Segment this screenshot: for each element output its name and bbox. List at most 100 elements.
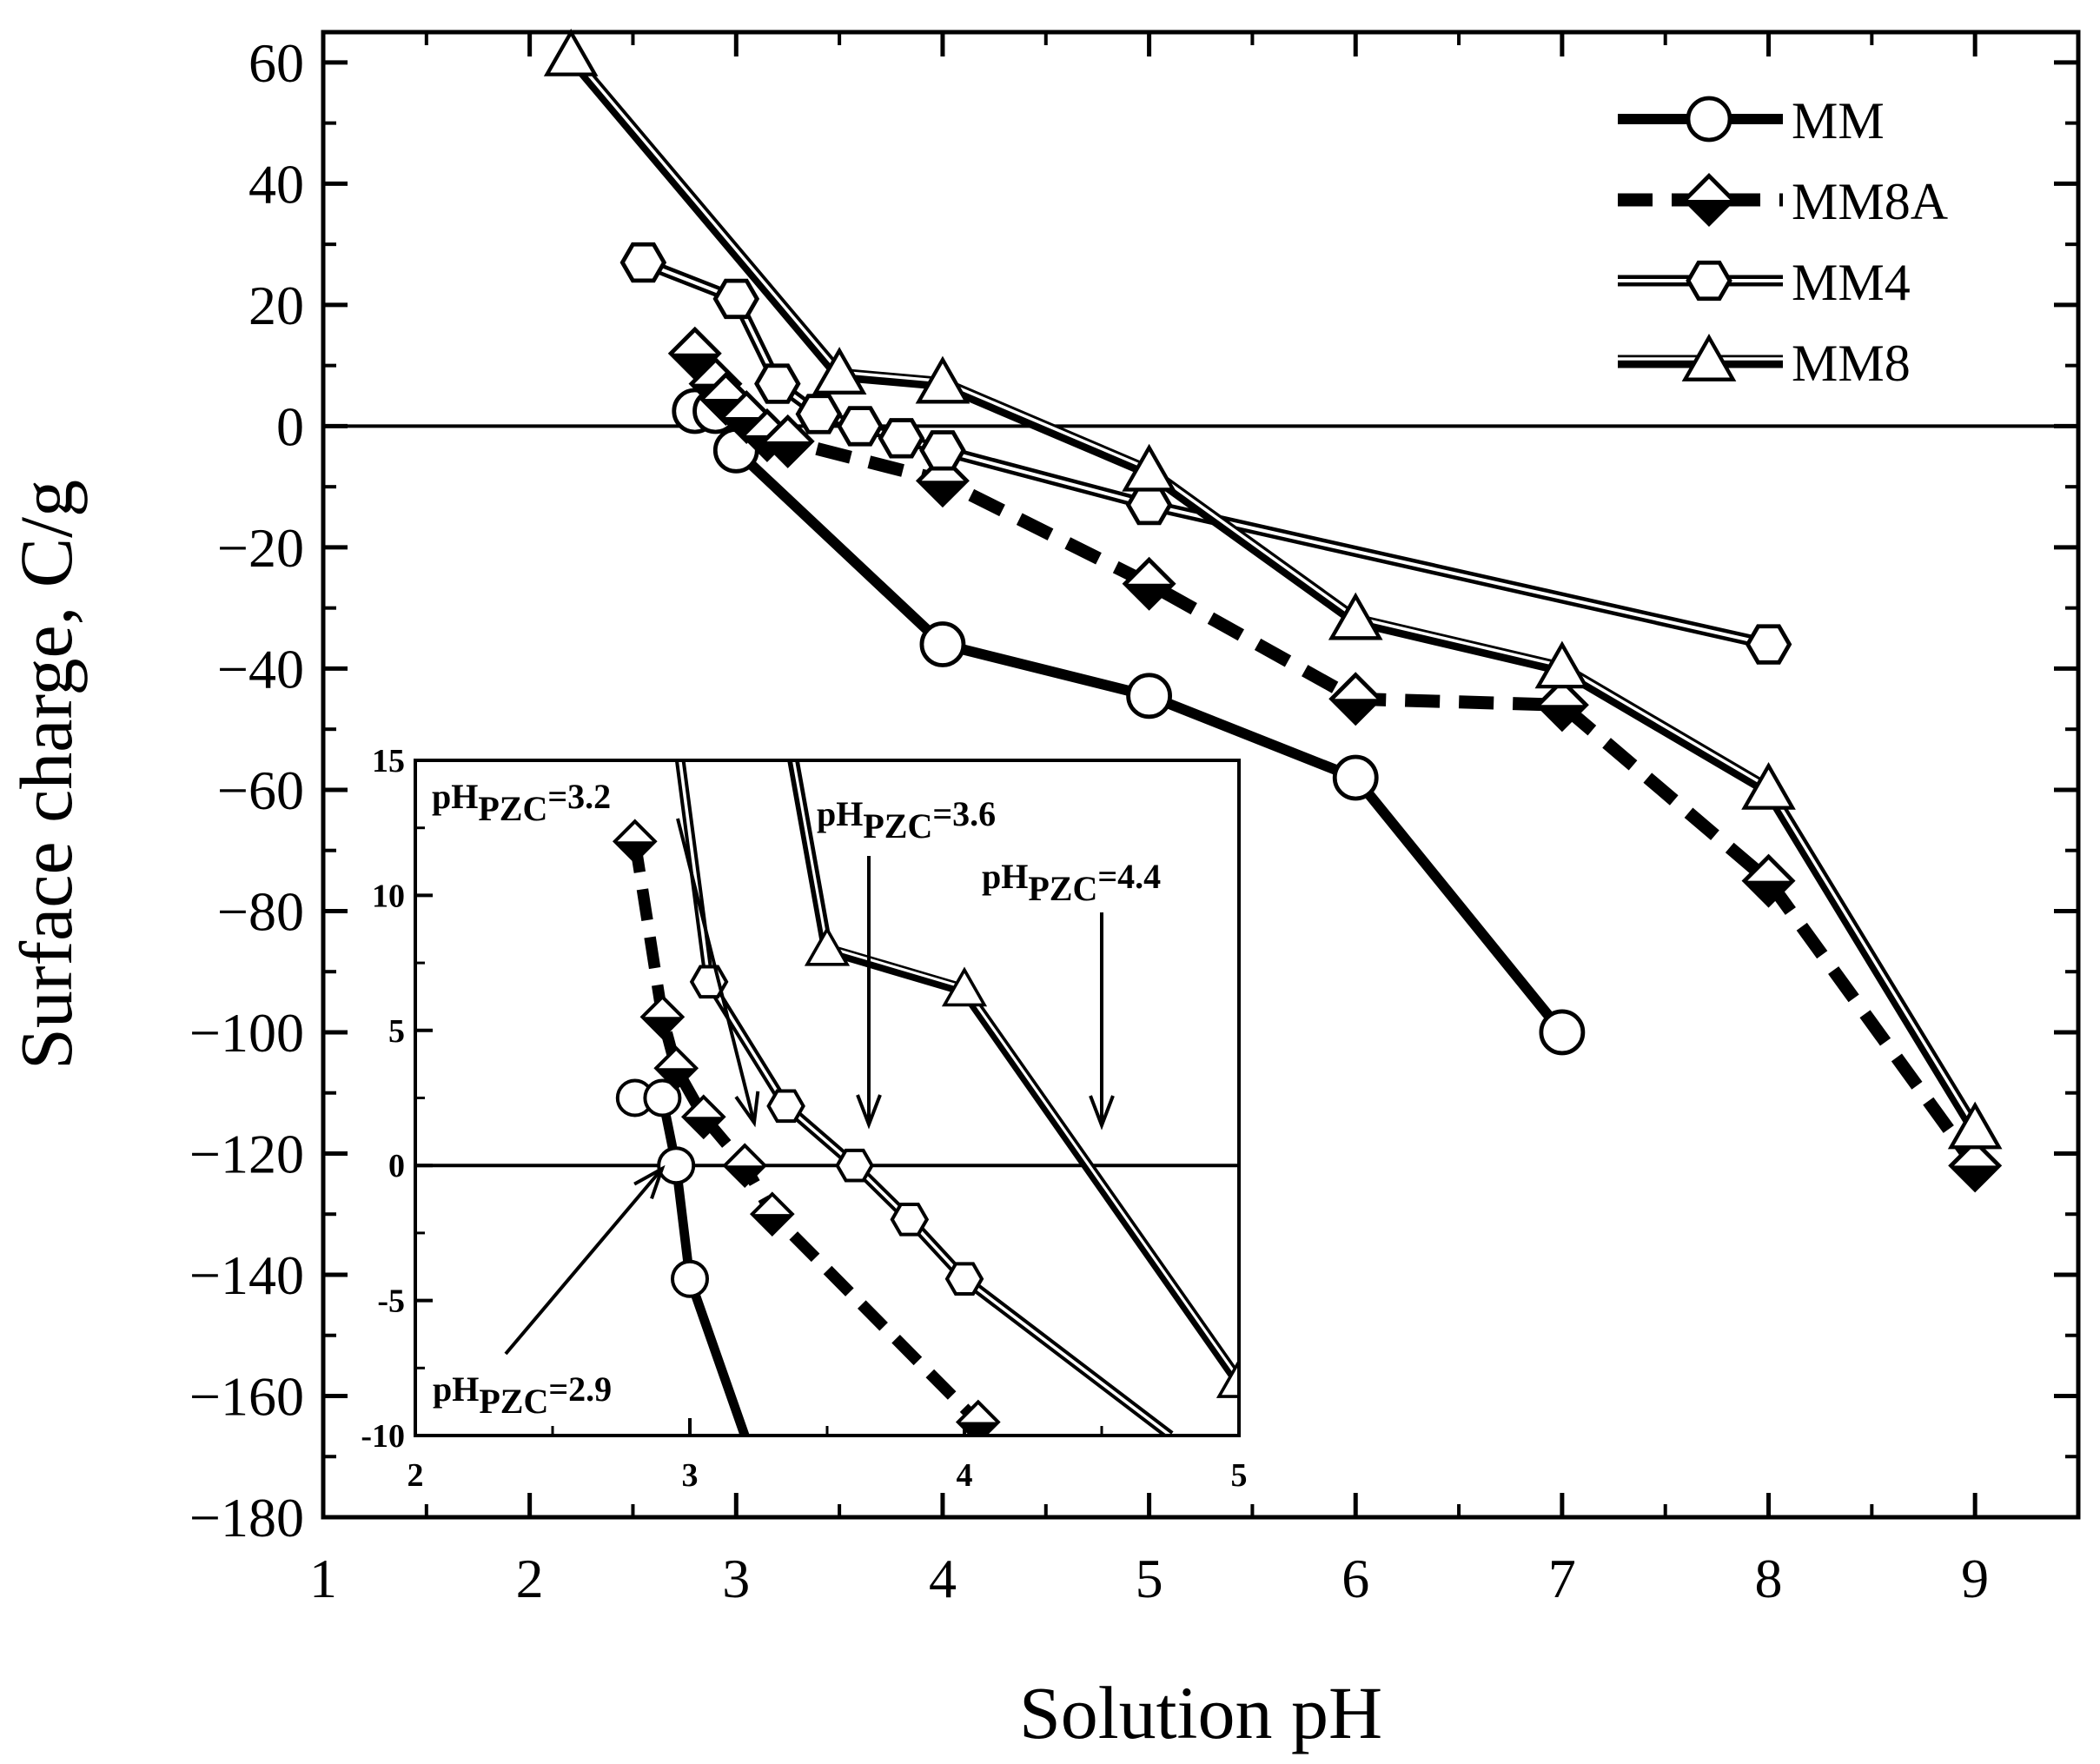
arrow-head [856, 1094, 882, 1130]
legend-entry-mm4: MM4 [1618, 254, 1911, 311]
marker-diamond-fill [725, 1165, 765, 1186]
marker-diamond-fill [1331, 699, 1380, 723]
inset-markers-mm8 [804, 925, 1239, 1398]
markers-mm8 [543, 28, 2003, 1150]
y-tick-label: −100 [189, 1002, 304, 1064]
marker-diamond-fill [671, 353, 719, 378]
marker-diamond-fill [1744, 880, 1793, 905]
series-line-inner [642, 261, 1769, 647]
main-series-layer [543, 28, 2003, 1193]
annotation-arrow [504, 1164, 666, 1356]
legend-label: MM8A [1792, 173, 1948, 230]
marker-hexagon [944, 1262, 984, 1296]
arrow-shaft [676, 818, 756, 1124]
x-tick-label: 6 [1341, 1548, 1369, 1609]
marker-hexagon [837, 406, 884, 447]
arrow-head [633, 1164, 666, 1200]
marker-triangle [1122, 443, 1176, 492]
x-tick-label: 1 [309, 1548, 337, 1609]
marker-triangle [812, 347, 867, 395]
marker-diamond-fill [656, 1068, 697, 1089]
series-mm4 [640, 257, 1770, 650]
inset-y-tick-label: -5 [377, 1283, 405, 1320]
series-mm8 [566, 52, 1981, 1133]
inset-x-tick-label: 4 [957, 1457, 973, 1494]
marker-circle [1539, 1009, 1586, 1056]
inset-markers-mm8a [612, 819, 1001, 1436]
marker-circle [1332, 754, 1379, 801]
y-tick-label: −60 [217, 759, 304, 821]
pzc-value: =2.9 [548, 1369, 612, 1409]
legend: MM MM8A MM4 MM8 [1618, 92, 1948, 392]
series-line [640, 257, 1770, 650]
pzc-annotation: pHPZC=2.9 [433, 1369, 612, 1421]
y-tick-label: −160 [189, 1365, 304, 1427]
legend-entry-mm8: MM8 [1618, 334, 1911, 392]
marker-diamond-fill [1951, 1165, 1999, 1190]
inset-axis-ticks: 2 3 4 5 15 10 5 0 -5 -10 [361, 743, 1247, 1494]
pzc-subscript: PZC [1028, 869, 1097, 908]
pzc-value: =3.6 [932, 794, 996, 833]
marker-triangle [915, 355, 971, 404]
inset-x-tick-label: 3 [682, 1457, 699, 1494]
y-tick-label: 20 [248, 275, 304, 336]
pzc-annotation: pHPZC=4.4 [982, 857, 1161, 908]
y-tick-label: −140 [189, 1244, 304, 1306]
main-plot: 1 2 3 4 5 6 7 8 96040200−20−40−60−80−100−120−140… [4, 28, 2081, 1754]
inset-markers-mm [615, 1078, 709, 1298]
x-tick-label: 5 [1136, 1548, 1163, 1609]
marker-triangle [1741, 761, 1796, 810]
marker-diamond-fill [957, 1422, 998, 1436]
pzc-value: =4.4 [1097, 857, 1161, 896]
marker-hexagon [754, 363, 801, 404]
pzc-subscript: PZC [863, 806, 932, 846]
marker-circle [1126, 673, 1172, 720]
inset-y-tick-label: 10 [372, 878, 405, 914]
annotation-arrow [1089, 912, 1115, 1131]
annotation-arrow [676, 818, 760, 1128]
marker-triangle [1681, 334, 1737, 381]
marker-diamond-fill [1124, 583, 1174, 608]
legend-entry-mm8a: MM8A [1618, 173, 1948, 230]
main-plot-frame [321, 30, 2081, 1520]
pzc-subscript: PZC [479, 1382, 548, 1421]
x-tick-label: 7 [1548, 1548, 1576, 1609]
marker-hexagon [1125, 484, 1173, 526]
arrow-head [734, 1091, 760, 1128]
pzc-base: pH [817, 794, 863, 833]
pzc-annotation: pHPZC=3.6 [817, 794, 996, 846]
series-line [566, 52, 1981, 1133]
legend-label: MM8 [1792, 335, 1911, 392]
marker-triangle [1328, 592, 1383, 640]
marker-triangle [1216, 1358, 1239, 1398]
inset-series-mm8 [787, 760, 1239, 1385]
pzc-base: pH [433, 1369, 479, 1409]
legend-label: MM4 [1792, 254, 1911, 311]
pzc-base: pH [982, 857, 1028, 896]
marker-hexagon [619, 242, 667, 283]
marker-diamond-fill [764, 441, 812, 466]
y-tick-label: 60 [248, 32, 304, 94]
marker-triangle [543, 28, 599, 76]
marker-circle [671, 1259, 709, 1298]
inset-x-tick-label: 2 [407, 1457, 424, 1494]
marker-hexagon [835, 1148, 874, 1183]
x-tick-label: 2 [516, 1548, 544, 1609]
arrow-head [1089, 1095, 1115, 1131]
marker-diamond-fill [642, 1017, 683, 1038]
series-line-inner [792, 760, 1239, 1381]
marker-hexagon [712, 278, 760, 320]
y-tick-label: −120 [189, 1123, 304, 1184]
x-tick-label: 8 [1755, 1548, 1783, 1609]
x-axis-title: Solution pH [1019, 1671, 1382, 1754]
marker-diamond-fill [1685, 200, 1733, 224]
pzc-value: =3.2 [547, 777, 611, 816]
inset-y-tick-label: 0 [388, 1148, 405, 1184]
markers-mm4 [619, 242, 1792, 665]
legend-entry-mm: MM [1618, 92, 1885, 149]
pzc-subscript: PZC [478, 789, 547, 828]
marker-diamond-fill [752, 1214, 792, 1235]
marker-hexagon [878, 418, 925, 459]
